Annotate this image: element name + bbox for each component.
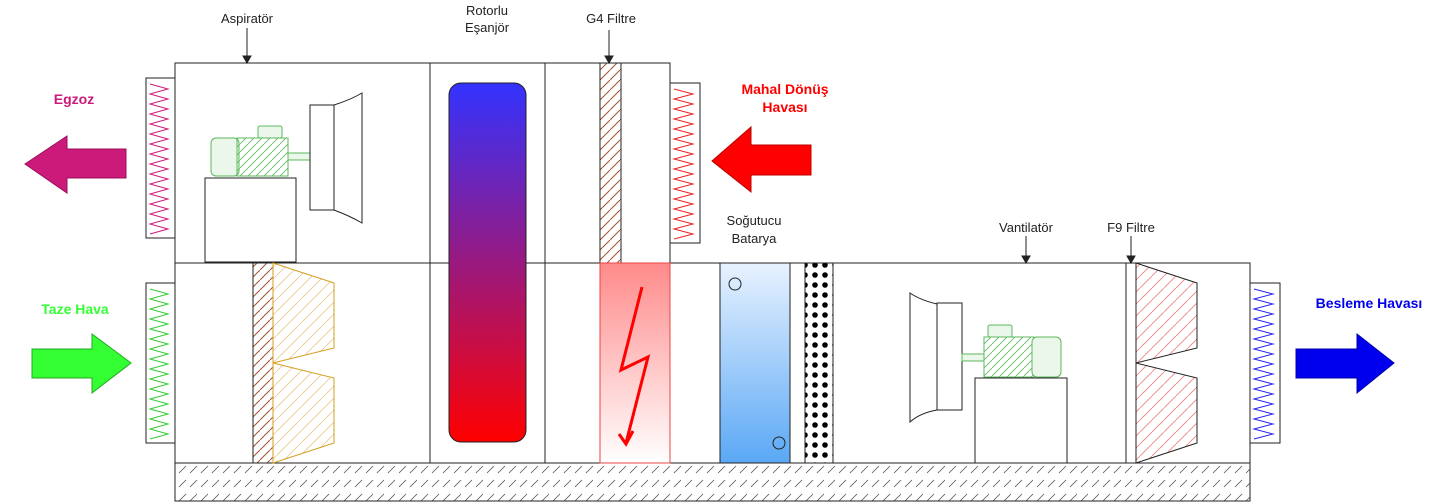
f9-bag-filter [1135, 262, 1198, 464]
exhaust-arrow [24, 135, 127, 194]
label-cooling-line1: Soğutucu [727, 213, 782, 228]
bag-filter-left [272, 262, 335, 464]
supply-arrow [1295, 332, 1395, 395]
label-fresh: Taze Hava [41, 301, 109, 317]
heater-bolt-icon [618, 286, 651, 444]
base-frame [174, 462, 1251, 502]
aspirator-unit [204, 92, 363, 263]
label-return-line1: Mahal Dönüş [741, 81, 828, 97]
label-fan: Vantilatör [999, 220, 1054, 235]
label-aspirator: Aspiratör [221, 11, 274, 26]
f9-filter-frame [1125, 262, 1137, 464]
label-rotor-line2: Eşanjör [465, 20, 510, 35]
prefilter-strip [252, 262, 274, 464]
ventilator-unit [909, 292, 1068, 464]
label-return-line2: Havası [762, 99, 807, 115]
droplet-eliminator [804, 262, 834, 464]
bottom-section [174, 262, 1251, 464]
label-g4-filter: G4 Filtre [586, 11, 636, 26]
label-exhaust: Egzoz [54, 91, 94, 107]
label-cooling-line2: Batarya [732, 231, 778, 246]
g4-filter [599, 62, 622, 264]
label-f9-filter: F9 Filtre [1107, 220, 1155, 235]
fresh-air-arrow [31, 333, 132, 395]
cooling-coil [719, 262, 791, 464]
return-arrow [711, 125, 812, 194]
label-rotor-line1: Rotorlu [466, 3, 508, 18]
rotor-exchanger [448, 82, 527, 443]
label-supply: Besleme Havası [1316, 295, 1423, 311]
